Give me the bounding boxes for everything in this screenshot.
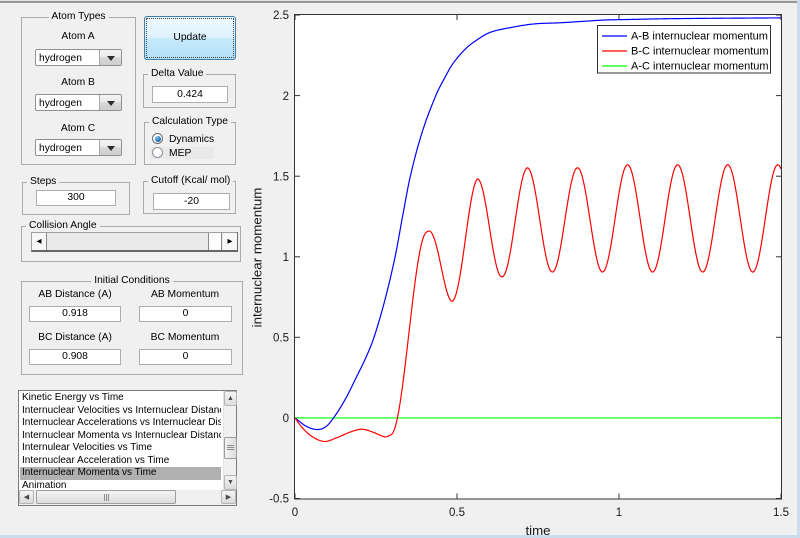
svg-text:2.5: 2.5 <box>273 10 289 22</box>
svg-text:0.5: 0.5 <box>273 333 289 345</box>
svg-text:A-C internuclear momentum: A-C internuclear momentum <box>631 61 769 73</box>
svg-text:1.5: 1.5 <box>273 171 289 183</box>
svg-text:0: 0 <box>283 413 289 425</box>
svg-text:1: 1 <box>283 252 289 264</box>
svg-text:2: 2 <box>283 91 289 103</box>
svg-text:1: 1 <box>616 507 622 519</box>
svg-text:-0.5: -0.5 <box>269 494 289 506</box>
svg-text:0.5: 0.5 <box>449 507 465 519</box>
svg-text:1.5: 1.5 <box>773 507 789 519</box>
svg-text:B-C internuclear momentum: B-C internuclear momentum <box>631 46 769 58</box>
svg-text:A-B internuclear momentum: A-B internuclear momentum <box>631 31 768 43</box>
svg-text:time: time <box>525 523 550 538</box>
svg-text:0: 0 <box>292 507 298 519</box>
